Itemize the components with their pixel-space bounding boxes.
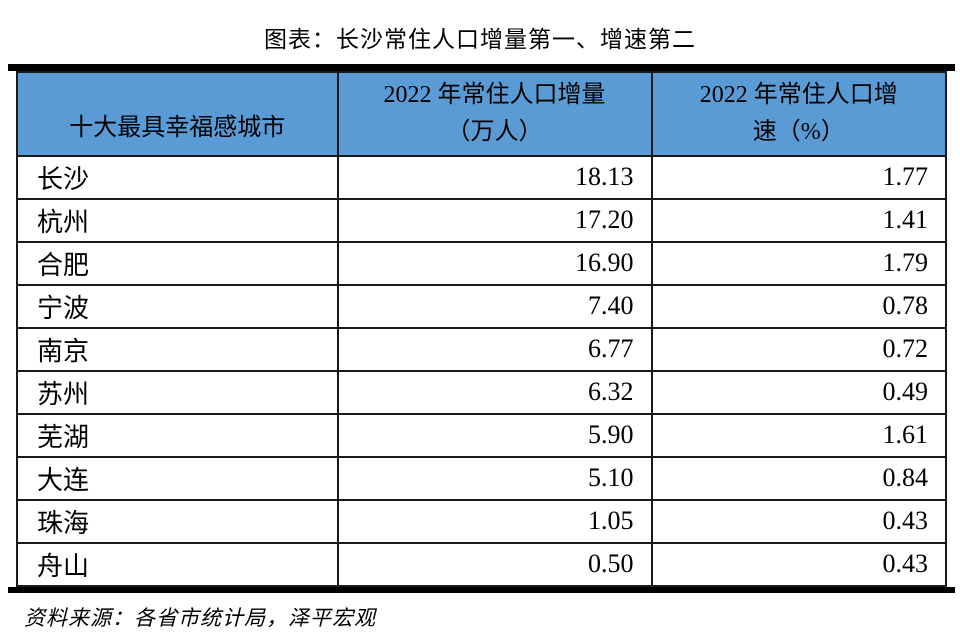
source-note: 资料来源：各省市统计局，泽平宏观 (24, 605, 376, 630)
header-increase-line2: （万人） (446, 118, 543, 145)
page-title: 图表：长沙常住人口增量第一、增速第二 (264, 27, 696, 52)
city-cell: 苏州 (16, 369, 339, 415)
growth-cell: 0.78 (650, 283, 947, 329)
city-cell: 大连 (16, 455, 339, 501)
city-cell: 长沙 (16, 154, 339, 200)
table-row: 杭州 17.20 1.41 (16, 197, 947, 243)
growth-cell: 1.77 (650, 154, 947, 200)
city-cell: 杭州 (16, 197, 339, 243)
table-row: 宁波 7.40 0.78 (16, 283, 947, 329)
city-cell: 芜湖 (16, 412, 339, 458)
table-row: 舟山 0.50 0.43 (16, 541, 947, 587)
table-row: 芜湖 5.90 1.61 (16, 412, 947, 458)
growth-cell: 0.72 (650, 326, 947, 372)
header-cities-label: 十大最具幸福感城市 (69, 114, 286, 141)
growth-cell: 1.79 (650, 240, 947, 286)
header-growth-line2: 速（%） (752, 118, 845, 145)
increase-cell: 6.32 (336, 369, 653, 415)
table-row: 大连 5.10 0.84 (16, 455, 947, 501)
header-growth-line1: 2022 年常住人口增 (699, 81, 898, 108)
city-cell: 珠海 (16, 498, 339, 544)
header-cell-increase: 2022 年常住人口增量 （万人） (336, 70, 653, 157)
increase-cell: 1.05 (336, 498, 653, 544)
increase-cell: 7.40 (336, 283, 653, 329)
increase-cell: 6.77 (336, 326, 653, 372)
increase-cell: 16.90 (336, 240, 653, 286)
increase-cell: 17.20 (336, 197, 653, 243)
header-cell-cities: 十大最具幸福感城市 (16, 70, 339, 157)
header-cell-growth: 2022 年常住人口增 速（%） (650, 70, 947, 157)
increase-cell: 5.10 (336, 455, 653, 501)
table-row: 苏州 6.32 0.49 (16, 369, 947, 415)
growth-cell: 0.84 (650, 455, 947, 501)
city-cell: 南京 (16, 326, 339, 372)
city-cell: 舟山 (16, 541, 339, 587)
table-row: 珠海 1.05 0.43 (16, 498, 947, 544)
growth-cell: 0.43 (650, 498, 947, 544)
growth-cell: 1.41 (650, 197, 947, 243)
increase-cell: 18.13 (336, 154, 653, 200)
growth-cell: 1.61 (650, 412, 947, 458)
table-frame: 十大最具幸福感城市 2022 年常住人口增量 （万人） 2022 年常住人口增 … (8, 63, 955, 593)
header-increase-line1: 2022 年常住人口增量 (383, 81, 606, 108)
city-cell: 合肥 (16, 240, 339, 286)
table-row: 合肥 16.90 1.79 (16, 240, 947, 286)
table-row: 南京 6.77 0.72 (16, 326, 947, 372)
header-row: 十大最具幸福感城市 2022 年常住人口增量 （万人） 2022 年常住人口增 … (16, 70, 947, 157)
increase-cell: 5.90 (336, 412, 653, 458)
city-cell: 宁波 (16, 283, 339, 329)
growth-cell: 0.43 (650, 541, 947, 587)
table-row: 长沙 18.13 1.77 (16, 154, 947, 200)
data-table: 十大最具幸福感城市 2022 年常住人口增量 （万人） 2022 年常住人口增 … (16, 70, 947, 587)
growth-cell: 0.49 (650, 369, 947, 415)
increase-cell: 0.50 (336, 541, 653, 587)
